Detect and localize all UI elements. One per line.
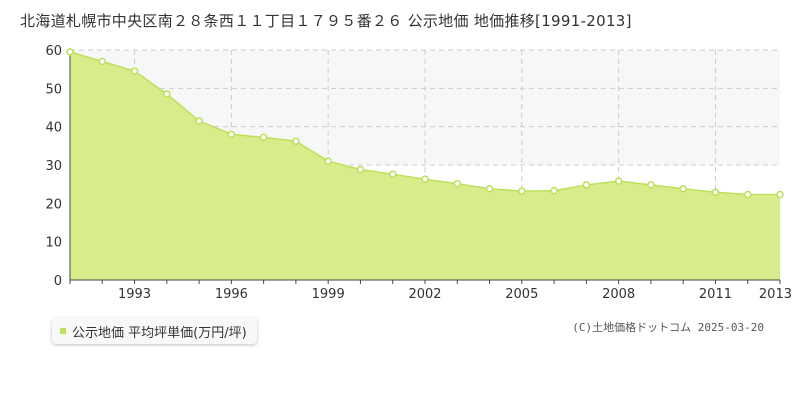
data-point-2011[interactable] [711, 188, 720, 196]
data-point-1998[interactable] [292, 137, 300, 145]
data-points [66, 48, 784, 199]
y-tick-label-50: 50 [45, 82, 62, 97]
legend-swatch-icon [60, 328, 66, 334]
data-point-2001[interactable] [388, 170, 397, 178]
data-point-1999[interactable] [324, 157, 332, 165]
axes: 0 10 20 30 40 50 60 1993 1996 1999 2002 2005 2008 201… [45, 44, 792, 302]
data-point-2012[interactable] [743, 190, 752, 199]
data-point-2003[interactable] [453, 180, 462, 188]
chart-title: 北海道札幌市中央区南２８条西１１丁目１７９５番２６ 公示地価 地価推移[1991… [20, 12, 632, 30]
data-point-1997[interactable] [259, 133, 268, 142]
y-tick-label-0: 0 [54, 274, 62, 289]
data-point-1996[interactable] [227, 130, 236, 139]
x-tick-label-2013: 2013 [759, 287, 792, 302]
data-point-2009[interactable] [647, 181, 655, 189]
legend-label: 公示地価 平均坪単価(万円/坪) [72, 325, 247, 341]
y-tick-label-20: 20 [45, 197, 62, 212]
legend: 公示地価 平均坪単価(万円/坪) [52, 318, 257, 344]
data-point-2000[interactable] [356, 165, 365, 174]
data-point-2004[interactable] [485, 185, 494, 193]
x-tick-label-1996: 1996 [215, 287, 248, 302]
data-point-2010[interactable] [679, 185, 687, 193]
data-point-2002[interactable] [421, 175, 429, 183]
copyright-text: (C)土地価格ドットコム 2025-03-20 [572, 321, 764, 334]
data-point-2007[interactable] [582, 181, 591, 189]
y-tick-label-60: 60 [45, 44, 62, 59]
data-point-1995[interactable] [195, 117, 203, 125]
data-point-2006[interactable] [550, 186, 558, 195]
data-point-1994[interactable] [163, 90, 171, 98]
x-tick-label-2011: 2011 [699, 287, 732, 302]
data-point-2013[interactable] [776, 190, 784, 199]
y-tick-label-30: 30 [45, 159, 62, 174]
x-tick-label-1999: 1999 [312, 287, 345, 302]
price-area [70, 51, 780, 281]
y-tick-label-10: 10 [45, 236, 62, 251]
data-point-1991[interactable] [66, 48, 74, 56]
data-point-1993[interactable] [130, 67, 139, 75]
x-tick-label-2005: 2005 [505, 287, 538, 302]
x-tick-label-2008: 2008 [602, 287, 635, 302]
x-tick-label-1993: 1993 [118, 287, 151, 302]
data-point-1992[interactable] [98, 57, 107, 66]
y-tick-label-40: 40 [45, 121, 62, 136]
data-point-2008[interactable] [614, 177, 623, 185]
data-point-2005[interactable] [518, 187, 526, 195]
x-tick-label-2002: 2002 [408, 287, 441, 302]
